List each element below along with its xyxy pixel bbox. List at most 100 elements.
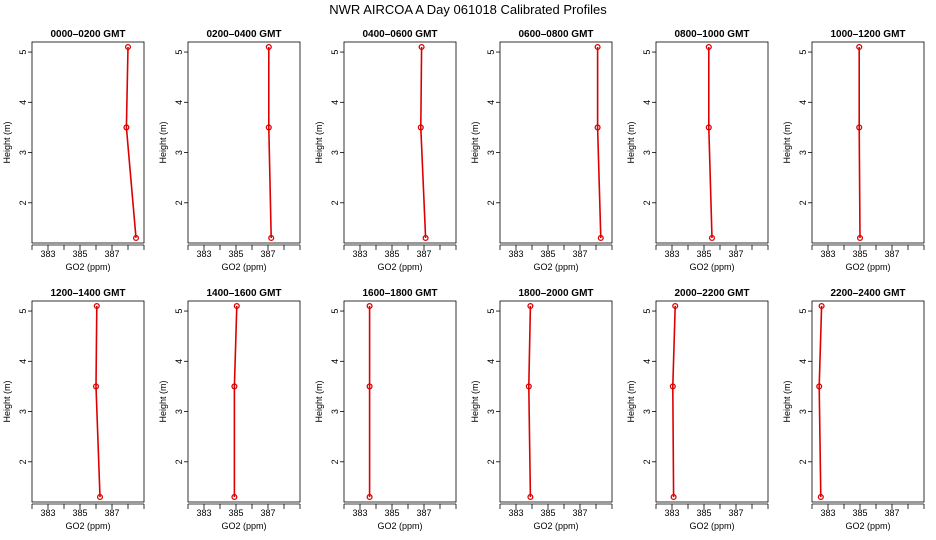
- x-tick-label: 387: [884, 508, 899, 518]
- profile-point: [527, 302, 534, 310]
- x-tick-label: 387: [260, 249, 275, 259]
- y-tick-label: 4: [174, 359, 184, 364]
- y-tick-label: 5: [486, 50, 496, 55]
- y-tick-label: 5: [330, 309, 340, 314]
- profile-point: [132, 234, 140, 242]
- y-tick-label: 3: [18, 409, 28, 414]
- y-tick-label: 5: [18, 50, 28, 55]
- x-axis-label: GO2 (ppm): [689, 262, 734, 272]
- x-axis-label: GO2 (ppm): [65, 262, 110, 272]
- x-tick-label: 383: [820, 508, 835, 518]
- x-tick-label: 385: [696, 249, 711, 259]
- profile-point: [96, 493, 104, 501]
- panel-title: 1000–1200 GMT: [830, 29, 905, 40]
- y-tick-label: 2: [642, 459, 652, 464]
- x-tick-label: 385: [228, 508, 243, 518]
- y-tick-label: 3: [330, 150, 340, 155]
- plot-frame: [499, 41, 613, 244]
- x-axis-label: GO2 (ppm): [221, 262, 266, 272]
- x-axis-label: GO2 (ppm): [65, 521, 110, 531]
- plot-frame: [811, 41, 925, 244]
- x-tick-label: 387: [572, 249, 587, 259]
- y-axis-label: Height (m): [470, 121, 480, 163]
- panel-7: 1200–1400 GMT 383 385 387 GO2 (ppm) 2 3 4 5 Heigh…: [2, 288, 145, 531]
- y-tick-label: 2: [330, 200, 340, 205]
- x-axis-label: GO2 (ppm): [845, 262, 890, 272]
- y-tick-label: 2: [486, 200, 496, 205]
- x-tick-label: 383: [508, 508, 523, 518]
- y-tick-label: 3: [642, 409, 652, 414]
- y-tick-label: 2: [18, 459, 28, 464]
- profile-point: [268, 234, 275, 242]
- y-tick-label: 2: [798, 200, 808, 205]
- y-tick-label: 5: [642, 50, 652, 55]
- profile-point: [705, 43, 712, 51]
- y-tick-label: 4: [18, 100, 28, 105]
- x-tick-label: 387: [884, 249, 899, 259]
- profile-line: [596, 47, 602, 238]
- y-tick-label: 2: [642, 200, 652, 205]
- profile-point: [672, 302, 679, 310]
- y-tick-label: 3: [330, 409, 340, 414]
- x-tick-label: 387: [260, 508, 275, 518]
- x-tick-label: 385: [228, 249, 243, 259]
- x-tick-label: 387: [416, 249, 431, 259]
- x-tick-label: 383: [352, 508, 367, 518]
- x-axis-label: GO2 (ppm): [533, 521, 578, 531]
- y-tick-label: 2: [18, 200, 28, 205]
- y-axis-label: Height (m): [158, 121, 168, 163]
- profile-point: [93, 302, 100, 310]
- panel-title: 0600–0800 GMT: [518, 29, 593, 40]
- x-axis-label: GO2 (ppm): [377, 521, 422, 531]
- y-tick-label: 5: [798, 309, 808, 314]
- panel-3: 0400–0600 GMT 383 385 387 GO2 (ppm) 2 3 4 5 Heigh…: [314, 29, 457, 272]
- profile-line: [818, 306, 823, 497]
- x-tick-label: 387: [104, 508, 119, 518]
- panel-4: 0600–0800 GMT 383 385 387 GO2 (ppm) 2 3 4 5 Heigh…: [470, 29, 613, 272]
- profile-line: [125, 47, 137, 239]
- panel-5: 0800–1000 GMT 383 385 387 GO2 (ppm) 2 3 4 5 Heigh…: [626, 29, 769, 272]
- y-axis-label: Height (m): [626, 121, 636, 163]
- profile-point: [597, 234, 604, 242]
- panel-title: 2200–2400 GMT: [830, 288, 905, 299]
- y-tick-label: 5: [642, 309, 652, 314]
- y-tick-label: 2: [798, 459, 808, 464]
- profile-line: [95, 306, 101, 498]
- profile-point: [856, 234, 864, 242]
- profile-point: [708, 234, 716, 242]
- panel-11: 2000–2200 GMT 383 385 387 GO2 (ppm) 2 3 4 5 Heigh…: [626, 288, 769, 531]
- profile-point: [231, 493, 238, 501]
- y-tick-label: 2: [174, 200, 184, 205]
- y-axis-label: Height (m): [2, 121, 12, 163]
- x-tick-label: 385: [696, 508, 711, 518]
- x-tick-label: 385: [72, 508, 87, 518]
- x-tick-label: 385: [384, 508, 399, 518]
- plot-frame: [31, 300, 145, 503]
- y-tick-label: 4: [486, 359, 496, 364]
- x-tick-label: 387: [728, 249, 743, 259]
- y-tick-label: 3: [174, 150, 184, 155]
- x-tick-label: 383: [820, 249, 835, 259]
- y-axis-label: Height (m): [470, 380, 480, 422]
- plot-frame: [499, 300, 613, 503]
- profile-point: [856, 43, 863, 51]
- x-tick-label: 383: [352, 249, 367, 259]
- x-tick-label: 385: [384, 249, 399, 259]
- panel-title: 0400–0600 GMT: [362, 29, 437, 40]
- y-axis-label: Height (m): [782, 380, 792, 422]
- panel-title: 0800–1000 GMT: [674, 29, 749, 40]
- y-tick-label: 2: [330, 459, 340, 464]
- panel-12: 2200–2400 GMT 383 385 387 GO2 (ppm) 2 3 4 5 Heigh…: [782, 288, 925, 531]
- plot-frame: [343, 300, 457, 503]
- profile-point: [366, 493, 373, 501]
- panel-title: 0200–0400 GMT: [206, 29, 281, 40]
- y-tick-label: 3: [18, 150, 28, 155]
- y-tick-label: 4: [18, 359, 28, 364]
- x-tick-label: 383: [664, 508, 679, 518]
- y-axis-label: Height (m): [626, 380, 636, 422]
- profile-point: [525, 383, 532, 390]
- y-tick-label: 4: [642, 100, 652, 105]
- y-tick-label: 3: [798, 409, 808, 414]
- profile-point: [816, 383, 823, 390]
